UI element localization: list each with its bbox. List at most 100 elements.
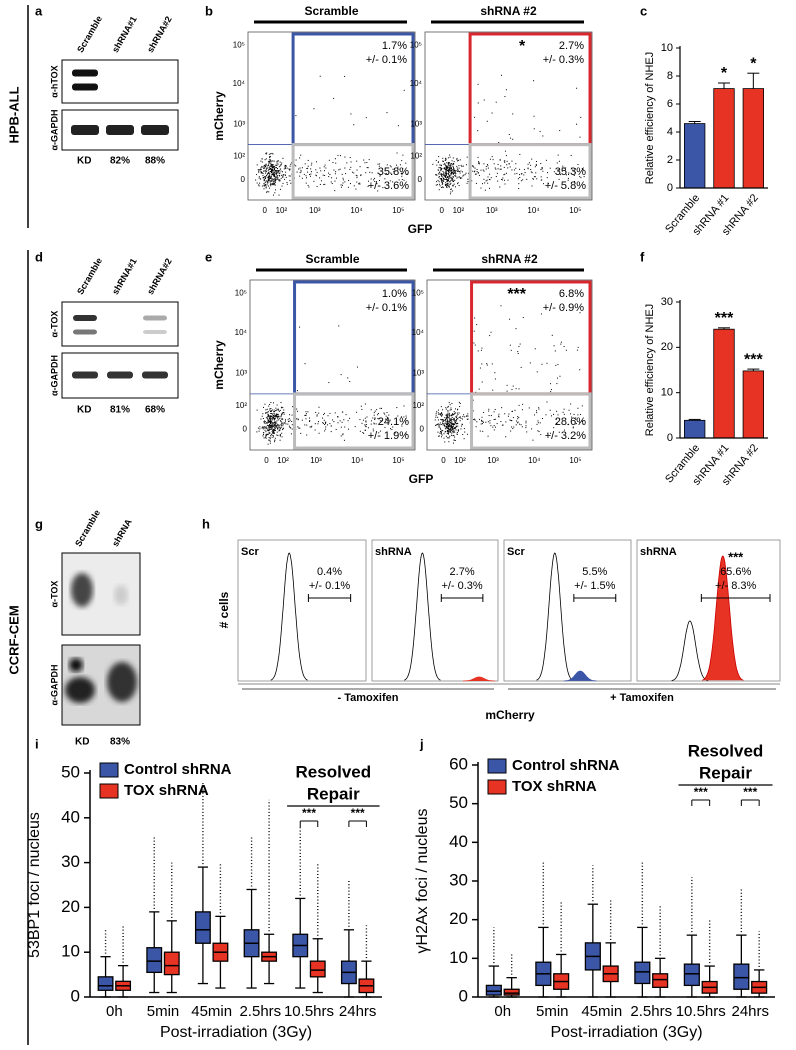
event-dot [439, 431, 441, 433]
event-dot [499, 186, 501, 188]
event-dot [334, 412, 336, 414]
lane-label: shRNA#1 [110, 257, 139, 297]
event-dot [272, 183, 274, 185]
event-dot [488, 408, 490, 410]
event-dot [359, 182, 361, 184]
event-dot [311, 162, 313, 164]
event-dot [281, 422, 283, 424]
panel-letter: e [205, 249, 212, 264]
event-dot [448, 426, 450, 428]
event-dot [397, 166, 399, 168]
event-dot [443, 437, 445, 439]
event-dot [268, 405, 270, 407]
event-dot [299, 172, 301, 174]
event-dot [481, 416, 483, 418]
event-dot [444, 423, 446, 425]
event-dot [367, 167, 369, 169]
event-dot [452, 181, 454, 183]
event-dot [269, 424, 271, 426]
antibody-label: α-GAPDH [49, 355, 59, 396]
event-dot [281, 419, 283, 421]
event-dot [272, 434, 274, 436]
event-dot [438, 413, 440, 415]
event-dot [449, 175, 451, 177]
event-dot [270, 420, 272, 422]
event-dot [271, 417, 273, 419]
event-dot [453, 430, 455, 432]
event-dot [446, 167, 448, 169]
event-dot [492, 389, 494, 391]
event-dot [506, 384, 508, 386]
kd-value: 82% [110, 156, 130, 167]
event-dot [476, 168, 478, 170]
gate-percentage: +/- 5.8% [545, 180, 586, 192]
event-dot [350, 166, 352, 168]
event-dot [307, 184, 309, 186]
event-dot [303, 173, 305, 175]
event-dot [456, 431, 458, 433]
event-dot [442, 174, 444, 176]
event-dot [448, 425, 450, 427]
cell-line-label: CCRF-CEM [6, 605, 21, 674]
event-dot [267, 425, 269, 427]
event-dot [467, 418, 469, 420]
event-dot [485, 421, 487, 423]
event-dot [447, 169, 449, 171]
event-dot [499, 159, 501, 161]
event-dot [263, 178, 265, 180]
event-dot [349, 381, 351, 383]
event-dot [298, 427, 300, 429]
event-dot [438, 167, 440, 169]
event-dot [266, 190, 268, 192]
event-dot [501, 424, 503, 426]
event-dot [401, 160, 403, 162]
event-dot [310, 164, 312, 166]
event-dot [270, 180, 272, 182]
x-tick-label: 0 [262, 206, 267, 215]
event-dot [478, 163, 480, 165]
event-dot [556, 410, 558, 412]
event-dot [364, 424, 366, 426]
axis-label: Post-irradiation (3Gy) [160, 1024, 312, 1041]
event-dot [481, 423, 483, 425]
event-dot [295, 165, 297, 167]
panel-letter: a [35, 3, 43, 18]
event-dot [498, 415, 500, 417]
event-dot [322, 422, 324, 424]
event-dot [289, 175, 291, 177]
event-dot [447, 170, 449, 172]
event-dot [449, 414, 451, 416]
event-dot [525, 422, 527, 424]
event-dot [445, 175, 447, 177]
event-dot [443, 160, 445, 162]
event-dot [275, 170, 277, 172]
event-dot [467, 178, 469, 180]
group-label: + Tamoxifen [610, 692, 674, 704]
gate-percentage: 0.4% [317, 566, 342, 578]
event-dot [515, 328, 517, 330]
event-dot [268, 436, 270, 438]
event-dot [438, 423, 440, 425]
event-dot [269, 416, 271, 418]
event-dot [339, 168, 341, 170]
event-dot [456, 159, 458, 161]
event-dot [264, 420, 266, 422]
event-dot [269, 176, 271, 178]
event-dot [324, 430, 326, 432]
gate-percentage: +/- 0.1% [366, 302, 407, 314]
event-dot [274, 437, 276, 439]
event-dot [457, 429, 459, 431]
event-dot [335, 428, 337, 430]
event-dot [289, 165, 291, 167]
event-dot [365, 172, 367, 174]
event-dot [508, 413, 510, 415]
event-dot [451, 421, 453, 423]
y-tick-label: 10⁵ [233, 41, 245, 50]
event-dot [575, 418, 577, 420]
event-dot [276, 426, 278, 428]
event-dot [262, 417, 264, 419]
event-dot [438, 176, 440, 178]
event-dot [456, 157, 458, 159]
histogram-frame [636, 539, 781, 682]
event-dot [267, 416, 269, 418]
